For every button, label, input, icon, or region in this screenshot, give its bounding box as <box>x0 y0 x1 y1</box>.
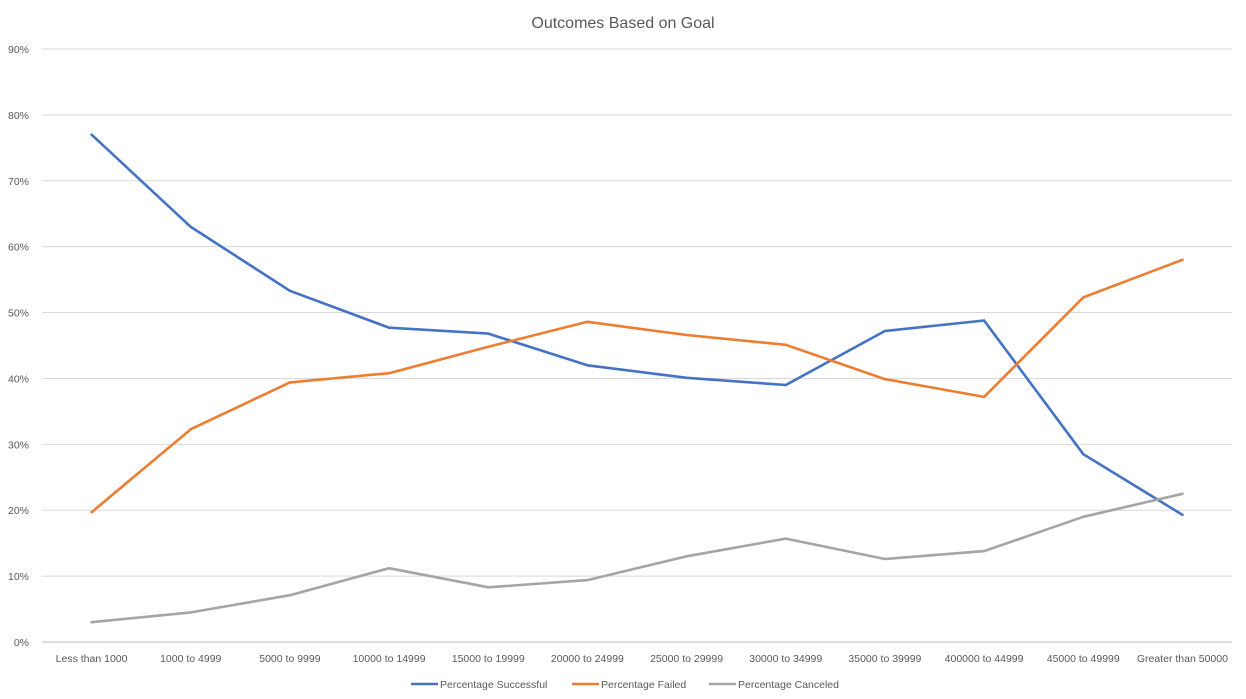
data-point <box>189 611 192 614</box>
data-point <box>685 555 688 558</box>
gridlines <box>42 48 1232 643</box>
data-point <box>189 225 192 229</box>
data-point <box>586 578 589 582</box>
data-point <box>387 371 391 375</box>
legend-label: Percentage Successful <box>440 679 547 691</box>
data-point <box>982 549 986 553</box>
x-tick-label: 1000 to 4999 <box>160 653 221 665</box>
y-tick-label: 0% <box>14 637 29 649</box>
data-point <box>883 329 887 333</box>
x-tick-label: 10000 to 14999 <box>353 653 426 665</box>
data-point <box>487 586 490 589</box>
data-point <box>586 364 589 367</box>
legend-item: Percentage Canceled <box>709 679 839 691</box>
y-tick-label: 90% <box>8 44 29 56</box>
data-point <box>1181 492 1184 495</box>
data-point <box>90 510 93 514</box>
data-point <box>487 332 490 335</box>
legend: Percentage Successful Percentage Failed Pe… <box>411 679 839 691</box>
legend-item: Percentage Failed <box>572 679 686 691</box>
y-axis-ticks: 0% 10% 20% 30% 40% 50% 60% 70% 80% 90% <box>8 44 29 649</box>
data-point <box>883 557 887 561</box>
legend-item: Percentage Successful <box>411 679 547 691</box>
data-point <box>1082 515 1085 519</box>
y-tick-label: 10% <box>8 571 29 583</box>
x-tick-label: 25000 to 29999 <box>650 653 723 665</box>
data-point <box>90 621 93 624</box>
data-point <box>288 289 292 293</box>
x-tick-label: 400000 to 44999 <box>945 653 1024 665</box>
x-tick-label: Less than 1000 <box>56 653 128 665</box>
data-point <box>90 133 93 136</box>
x-tick-label: 30000 to 34999 <box>749 653 822 665</box>
x-tick-label: 45000 to 49999 <box>1047 653 1120 665</box>
y-tick-label: 20% <box>8 505 29 517</box>
x-tick-label: Greater than 50000 <box>1137 653 1228 665</box>
series-line-2 <box>90 258 1184 514</box>
x-tick-label: 15000 to 19999 <box>452 653 525 665</box>
data-point <box>883 377 887 381</box>
chart-title: Outcomes Based on Goal <box>531 15 714 32</box>
series-lines <box>90 133 1184 624</box>
x-tick-label: 5000 to 9999 <box>259 653 320 665</box>
x-axis-ticks: Less than 1000 1000 to 4999 5000 to 9999 10… <box>56 653 1228 665</box>
y-tick-label: 70% <box>8 176 29 188</box>
y-tick-label: 80% <box>8 110 29 122</box>
data-point <box>1181 258 1184 262</box>
x-tick-label: 20000 to 24999 <box>551 653 624 665</box>
legend-label: Percentage Canceled <box>738 679 839 691</box>
y-tick-label: 60% <box>8 242 29 254</box>
data-point <box>784 343 787 347</box>
data-point <box>387 326 391 329</box>
data-point <box>1181 513 1184 517</box>
y-tick-label: 40% <box>8 373 29 385</box>
data-point <box>288 381 292 384</box>
data-point <box>487 345 490 349</box>
data-point <box>982 395 986 399</box>
data-point <box>685 333 688 337</box>
data-point <box>784 383 787 387</box>
data-point <box>982 319 986 322</box>
y-tick-label: 50% <box>8 308 29 320</box>
x-tick-label: 35000 to 39999 <box>848 653 921 665</box>
y-tick-label: 30% <box>8 439 29 451</box>
series-line-3 <box>90 492 1184 624</box>
data-point <box>784 537 787 540</box>
legend-label: Percentage Failed <box>601 679 686 691</box>
data-point <box>288 594 292 597</box>
data-point <box>586 320 589 323</box>
series-line-1 <box>90 133 1184 517</box>
data-point <box>1082 296 1085 299</box>
data-point <box>1082 453 1085 456</box>
data-point <box>189 427 192 431</box>
data-point <box>387 567 391 570</box>
data-point <box>685 376 688 379</box>
